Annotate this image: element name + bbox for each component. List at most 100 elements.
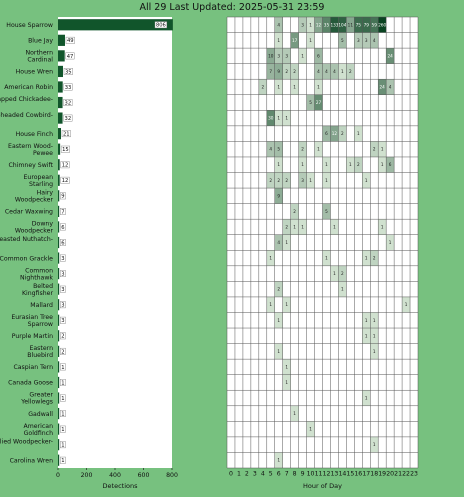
heatmap-cell-value: 1 — [365, 396, 368, 401]
hour-tick-label: 18 — [370, 471, 378, 478]
species-label: Cardinal — [27, 57, 53, 64]
hour-tick-label: 14 — [338, 471, 346, 478]
heatmap-cell — [338, 17, 347, 33]
heatmap-cell — [322, 17, 331, 33]
species-label: Eastern Wood- — [8, 143, 53, 150]
heatmap-cell-value: 1 — [357, 131, 360, 136]
heatmap-cell — [282, 48, 291, 64]
bar-value-label: 3 — [61, 272, 64, 278]
heatmap-cell — [274, 172, 283, 189]
heatmap-cell-value: 1 — [325, 178, 328, 183]
heatmap-cell-value: 1 — [285, 302, 288, 307]
hour-tick-label: 7 — [285, 471, 289, 478]
bar — [58, 345, 60, 357]
heatmap-cell-value: 1 — [317, 147, 320, 152]
hour-tick-label: 22 — [402, 471, 410, 478]
heatmap-cell-value: 3 — [285, 53, 288, 58]
bar-value-label: 3 — [61, 256, 64, 262]
heatmap-cell-value: 4 — [269, 147, 272, 152]
heatmap-cell — [386, 79, 395, 95]
species-label: Woodpecker — [15, 197, 54, 204]
species-label: Goldfinch — [24, 430, 53, 437]
heatmap-cell-value: 1 — [381, 224, 384, 229]
heatmap-cell-value: 1 — [349, 162, 352, 167]
heatmap-cell — [362, 32, 371, 49]
bar — [58, 34, 65, 46]
heatmap-cell-value: 104 — [338, 22, 346, 27]
hour-tick-label: 12 — [323, 471, 331, 478]
bar — [58, 159, 60, 171]
heatmap-cell-value: 2 — [349, 69, 352, 74]
heatmap-cell-value: 4 — [373, 38, 376, 43]
bar — [58, 221, 60, 233]
heatmap-cell — [274, 156, 283, 173]
heatmap-cell-value: 30 — [268, 116, 274, 121]
heatmap-cell — [266, 48, 275, 64]
heatmap-cell — [298, 219, 307, 235]
hour-tick-label: 15 — [346, 471, 354, 478]
heatmap-cell-value: 1 — [285, 116, 288, 121]
bar — [58, 361, 60, 373]
heatmap-cell — [378, 17, 387, 33]
heatmap-cell-value: 11 — [348, 22, 354, 27]
heatmap-cell-value: 1 — [373, 442, 376, 447]
heatmap-cell-value: 1 — [309, 427, 312, 432]
bar-value-box — [60, 145, 70, 153]
bar — [58, 236, 60, 249]
bar-value-box — [60, 192, 66, 200]
heatmap-cell-value: 4 — [389, 84, 392, 89]
heatmap-cell — [322, 156, 331, 173]
heatmap-cell-value: 6 — [325, 131, 328, 136]
species-label: Yellowlegs — [20, 399, 53, 406]
species-label: Eastern — [29, 345, 53, 352]
hour-tick-label: 3 — [253, 471, 257, 478]
heatmap-cell — [378, 219, 387, 235]
heatmap-cell-value: 2 — [277, 287, 280, 292]
heatmap-cell-value: 2 — [277, 178, 280, 183]
heatmap-cell-value: 2 — [357, 162, 360, 167]
heatmap-cell — [266, 110, 275, 126]
x-tick-label: 800 — [166, 472, 178, 479]
hour-tick-label: 11 — [315, 471, 323, 478]
heatmap-cell-value: 1 — [293, 224, 296, 229]
heatmap-cell-value: 1 — [365, 256, 368, 261]
heatmap-cell — [362, 390, 371, 406]
heatmap-cell-value: 1 — [365, 318, 368, 323]
bar-value-label: 7 — [61, 209, 64, 215]
bar-value-label: 6 — [61, 225, 64, 231]
bar-value-box — [60, 207, 66, 215]
bar-value-label: 12 — [62, 163, 69, 169]
heatmap-cell-value: 1 — [277, 38, 280, 43]
heatmap-cell — [378, 141, 387, 157]
species-label: Carolina Wren — [10, 457, 53, 464]
species-label: Eurasian Tree — [11, 314, 53, 321]
heatmap-cell — [282, 110, 291, 126]
heatmap-cell — [274, 110, 283, 126]
bar — [58, 81, 63, 93]
heatmap-cell — [290, 203, 299, 220]
heatmap-cell-value: 1 — [389, 240, 392, 245]
bar-value-label: 15 — [62, 147, 69, 153]
species-label: Greater — [29, 392, 53, 399]
bar-value-box — [60, 316, 66, 324]
hour-tick-label: 17 — [362, 471, 370, 478]
heatmap-cell — [402, 296, 411, 313]
heatmap-cell — [306, 94, 315, 111]
heatmap-cell-value: 3 — [301, 22, 304, 27]
heatmap-cell-value: 2 — [285, 178, 288, 183]
hour-tick-label: 4 — [261, 471, 265, 478]
heatmap-cell — [370, 32, 379, 49]
heatmap-cell — [330, 219, 339, 235]
heatmap-cell — [338, 281, 347, 297]
heatmap-cell — [314, 17, 323, 33]
heatmap-cell — [354, 156, 363, 173]
heatmap-cell-value: 1 — [285, 364, 288, 369]
heatmap-cell — [314, 63, 323, 80]
bar-value-label: 806 — [156, 23, 166, 29]
bar — [58, 50, 65, 62]
bar-value-label: 3 — [61, 287, 64, 293]
bar-value-label: 12 — [62, 178, 69, 184]
heatmap-cell-value: 1 — [365, 333, 368, 338]
heatmap-cell — [314, 48, 323, 64]
species-label: Common Grackle — [0, 255, 53, 262]
